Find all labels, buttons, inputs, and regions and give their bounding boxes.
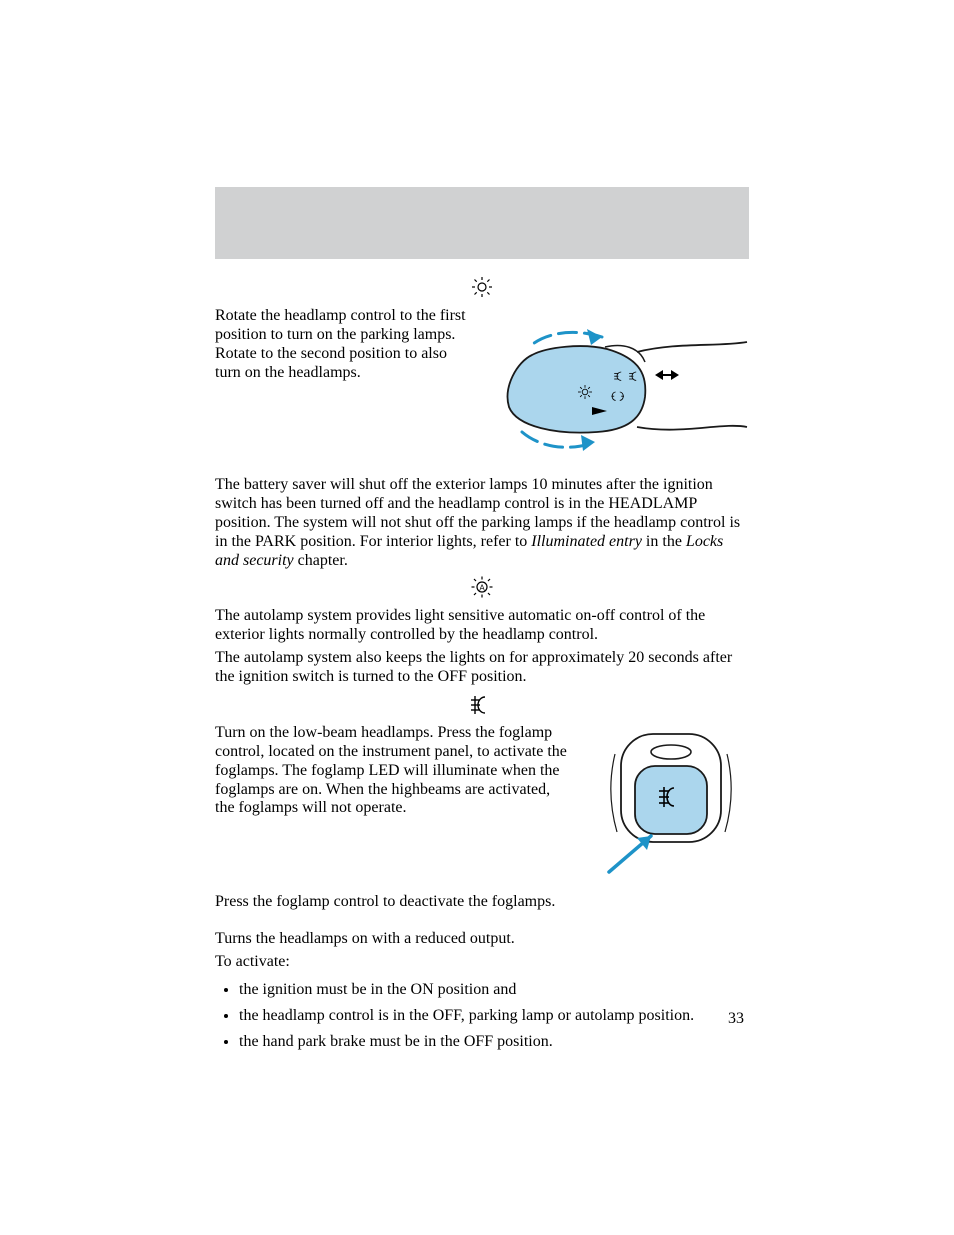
- drl-bullets: the ignition must be in the ON position …: [215, 978, 749, 1054]
- svg-text:A: A: [479, 584, 485, 593]
- headlamp-para1: Rotate the headlamp control to the first…: [215, 307, 469, 383]
- foglamp-row: Turn on the low-beam headlamps. Press th…: [215, 724, 749, 879]
- headlamp-para2-post: chapter.: [294, 552, 348, 569]
- sun-icon: [215, 276, 749, 303]
- headlamp-para2: The battery saver will shut off the exte…: [215, 476, 749, 570]
- page-number: 33: [728, 1010, 744, 1028]
- headlamp-para2-em1: Illuminated entry: [531, 533, 642, 550]
- page: Rotate the headlamp control to the first…: [0, 0, 954, 1235]
- foglamp-para1: Turn on the low-beam headlamps. Press th…: [215, 724, 571, 818]
- drl-para2: To activate:: [215, 953, 749, 972]
- foglamp-icon: [215, 695, 749, 720]
- drl-bullet: the headlamp control is in the OFF, park…: [239, 1004, 749, 1028]
- drl-bullet: the ignition must be in the ON position …: [239, 978, 749, 1002]
- content-area: Rotate the headlamp control to the first…: [215, 270, 749, 1056]
- foglamp-para2: Press the foglamp control to deactivate …: [215, 893, 749, 912]
- headlamp-figure: [487, 307, 749, 462]
- drl-bullet: the hand park brake must be in the OFF p…: [239, 1030, 749, 1054]
- sun-a-icon: A: [215, 576, 749, 603]
- foglamp-figure: [589, 724, 749, 879]
- drl-para1: Turns the headlamps on with a reduced ou…: [215, 930, 749, 949]
- headlamp-row: Rotate the headlamp control to the first…: [215, 307, 749, 462]
- autolamp-para1: The autolamp system provides light sensi…: [215, 607, 749, 645]
- header-band: [215, 187, 749, 259]
- headlamp-para2-mid: in the: [642, 533, 686, 550]
- autolamp-para2: The autolamp system also keeps the light…: [215, 649, 749, 687]
